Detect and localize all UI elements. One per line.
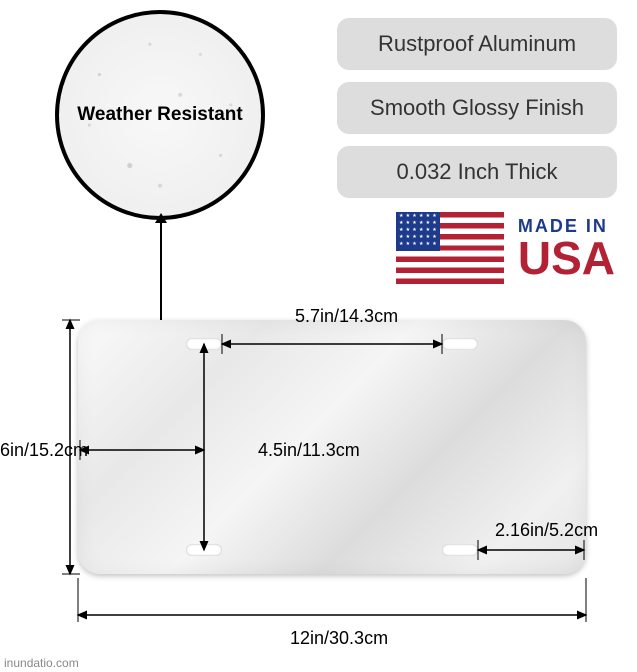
usa-flag-icon: ★★★★★★ ★★★★★★ ★★★★★★ ★★★★★★ ★★★★★★ <box>396 212 504 284</box>
feature-pill-rustproof: Rustproof Aluminum <box>337 18 617 70</box>
flag-canton: ★★★★★★ ★★★★★★ ★★★★★★ ★★★★★★ ★★★★★★ <box>396 212 440 251</box>
feature-text: 0.032 Inch Thick <box>396 159 557 185</box>
plate-hole <box>442 338 478 350</box>
plate-hole <box>186 338 222 350</box>
watermark: inundatio.com <box>4 656 79 670</box>
made-in-usa-badge: ★★★★★★ ★★★★★★ ★★★★★★ ★★★★★★ ★★★★★★ MADE … <box>396 212 615 284</box>
feature-pill-thickness: 0.032 Inch Thick <box>337 146 617 198</box>
weather-resistant-label: Weather Resistant <box>77 104 242 126</box>
dimension-top-holes: 5.7in/14.3cm <box>295 306 398 327</box>
plate-hole <box>186 544 222 556</box>
dimension-hole-to-edge: 4.5in/11.3cm <box>258 440 360 461</box>
dimension-height: 6in/15.2cm <box>0 440 88 461</box>
callout-arrow <box>160 222 162 322</box>
made-in-big-text: USA <box>518 237 615 281</box>
dimension-width: 12in/30.3cm <box>290 628 388 649</box>
dimension-bottom-hole-edge: 2.16in/5.2cm <box>495 520 598 541</box>
feature-text: Smooth Glossy Finish <box>370 95 584 121</box>
weather-resistant-circle: Weather Resistant <box>55 10 265 220</box>
made-in-text: MADE IN USA <box>518 216 615 281</box>
feature-pill-finish: Smooth Glossy Finish <box>337 82 617 134</box>
plate-hole <box>442 544 478 556</box>
feature-text: Rustproof Aluminum <box>378 31 576 57</box>
